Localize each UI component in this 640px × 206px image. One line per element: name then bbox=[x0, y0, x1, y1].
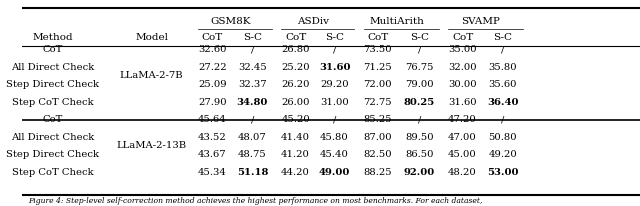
Text: CoT: CoT bbox=[367, 33, 388, 42]
Text: 72.00: 72.00 bbox=[364, 80, 392, 89]
Text: 48.20: 48.20 bbox=[448, 167, 477, 176]
Text: SVAMP: SVAMP bbox=[461, 17, 500, 26]
Text: 73.50: 73.50 bbox=[364, 45, 392, 54]
Text: 26.00: 26.00 bbox=[282, 97, 310, 106]
Text: /: / bbox=[501, 115, 504, 124]
Text: 41.40: 41.40 bbox=[281, 132, 310, 141]
Text: CoT: CoT bbox=[42, 45, 63, 54]
Text: 25.20: 25.20 bbox=[282, 62, 310, 71]
Text: S-C: S-C bbox=[325, 33, 344, 42]
Text: 47.20: 47.20 bbox=[448, 115, 477, 124]
Text: 53.00: 53.00 bbox=[487, 167, 518, 176]
Text: 72.75: 72.75 bbox=[364, 97, 392, 106]
Text: 35.60: 35.60 bbox=[488, 80, 517, 89]
Text: 49.00: 49.00 bbox=[319, 167, 350, 176]
Text: S-C: S-C bbox=[493, 33, 512, 42]
Text: /: / bbox=[251, 115, 254, 124]
Text: 35.80: 35.80 bbox=[488, 62, 517, 71]
Text: 80.25: 80.25 bbox=[404, 97, 435, 106]
Text: 45.40: 45.40 bbox=[320, 149, 349, 158]
Text: CoT: CoT bbox=[285, 33, 306, 42]
Text: 85.25: 85.25 bbox=[364, 115, 392, 124]
Text: CoT: CoT bbox=[42, 115, 63, 124]
Text: 27.22: 27.22 bbox=[198, 62, 227, 71]
Text: S-C: S-C bbox=[243, 33, 262, 42]
Text: 45.64: 45.64 bbox=[198, 115, 227, 124]
Text: Step CoT Check: Step CoT Check bbox=[12, 97, 93, 106]
Text: 30.00: 30.00 bbox=[448, 80, 477, 89]
Text: 50.80: 50.80 bbox=[488, 132, 517, 141]
Text: 26.80: 26.80 bbox=[282, 45, 310, 54]
Text: 29.20: 29.20 bbox=[320, 80, 349, 89]
Text: 47.00: 47.00 bbox=[448, 132, 477, 141]
Text: 76.75: 76.75 bbox=[405, 62, 433, 71]
Text: 45.20: 45.20 bbox=[281, 115, 310, 124]
Text: All Direct Check: All Direct Check bbox=[11, 62, 94, 71]
Text: CoT: CoT bbox=[202, 33, 223, 42]
Text: 89.50: 89.50 bbox=[405, 132, 433, 141]
Text: 31.60: 31.60 bbox=[319, 62, 350, 71]
Text: Figure 4: Step-level self-correction method achieves the highest performance on : Figure 4: Step-level self-correction met… bbox=[28, 196, 483, 204]
Text: 34.80: 34.80 bbox=[237, 97, 268, 106]
Text: 88.25: 88.25 bbox=[364, 167, 392, 176]
Text: 48.75: 48.75 bbox=[238, 149, 267, 158]
Text: 27.90: 27.90 bbox=[198, 97, 227, 106]
Text: Step CoT Check: Step CoT Check bbox=[12, 167, 93, 176]
Text: 87.00: 87.00 bbox=[364, 132, 392, 141]
Text: 32.00: 32.00 bbox=[448, 62, 477, 71]
Text: 32.37: 32.37 bbox=[238, 80, 267, 89]
Text: CoT: CoT bbox=[452, 33, 473, 42]
Text: 86.50: 86.50 bbox=[405, 149, 433, 158]
Text: 31.60: 31.60 bbox=[448, 97, 477, 106]
Text: 26.20: 26.20 bbox=[282, 80, 310, 89]
Text: 71.25: 71.25 bbox=[364, 62, 392, 71]
Text: LLaMA-2-13B: LLaMA-2-13B bbox=[116, 141, 187, 150]
Text: 41.20: 41.20 bbox=[281, 149, 310, 158]
Text: MultiArith: MultiArith bbox=[369, 17, 424, 26]
Text: /: / bbox=[333, 115, 336, 124]
Text: 92.00: 92.00 bbox=[404, 167, 435, 176]
Text: 35.00: 35.00 bbox=[448, 45, 477, 54]
Text: 79.00: 79.00 bbox=[405, 80, 433, 89]
Text: 36.40: 36.40 bbox=[487, 97, 518, 106]
Text: 25.09: 25.09 bbox=[198, 80, 227, 89]
Text: 32.60: 32.60 bbox=[198, 45, 227, 54]
Text: Model: Model bbox=[135, 33, 168, 42]
Text: /: / bbox=[417, 115, 421, 124]
Text: 43.67: 43.67 bbox=[198, 149, 227, 158]
Text: GSM8K: GSM8K bbox=[210, 17, 251, 26]
Text: Step Direct Check: Step Direct Check bbox=[6, 149, 99, 158]
Text: LLaMA-2-7B: LLaMA-2-7B bbox=[120, 71, 183, 80]
Text: 82.50: 82.50 bbox=[364, 149, 392, 158]
Text: 32.45: 32.45 bbox=[238, 62, 267, 71]
Text: /: / bbox=[333, 45, 336, 54]
Text: 45.00: 45.00 bbox=[448, 149, 477, 158]
Text: Method: Method bbox=[32, 33, 73, 42]
Text: 49.20: 49.20 bbox=[488, 149, 517, 158]
Text: 45.80: 45.80 bbox=[320, 132, 349, 141]
Text: 44.20: 44.20 bbox=[281, 167, 310, 176]
Text: 48.07: 48.07 bbox=[238, 132, 267, 141]
Text: ASDiv: ASDiv bbox=[297, 17, 329, 26]
Text: /: / bbox=[251, 45, 254, 54]
Text: 45.34: 45.34 bbox=[198, 167, 227, 176]
Text: 43.52: 43.52 bbox=[198, 132, 227, 141]
Text: S-C: S-C bbox=[410, 33, 429, 42]
Text: Step Direct Check: Step Direct Check bbox=[6, 80, 99, 89]
Text: 51.18: 51.18 bbox=[237, 167, 268, 176]
Text: 31.00: 31.00 bbox=[320, 97, 349, 106]
Text: /: / bbox=[417, 45, 421, 54]
Text: /: / bbox=[501, 45, 504, 54]
Text: All Direct Check: All Direct Check bbox=[11, 132, 94, 141]
